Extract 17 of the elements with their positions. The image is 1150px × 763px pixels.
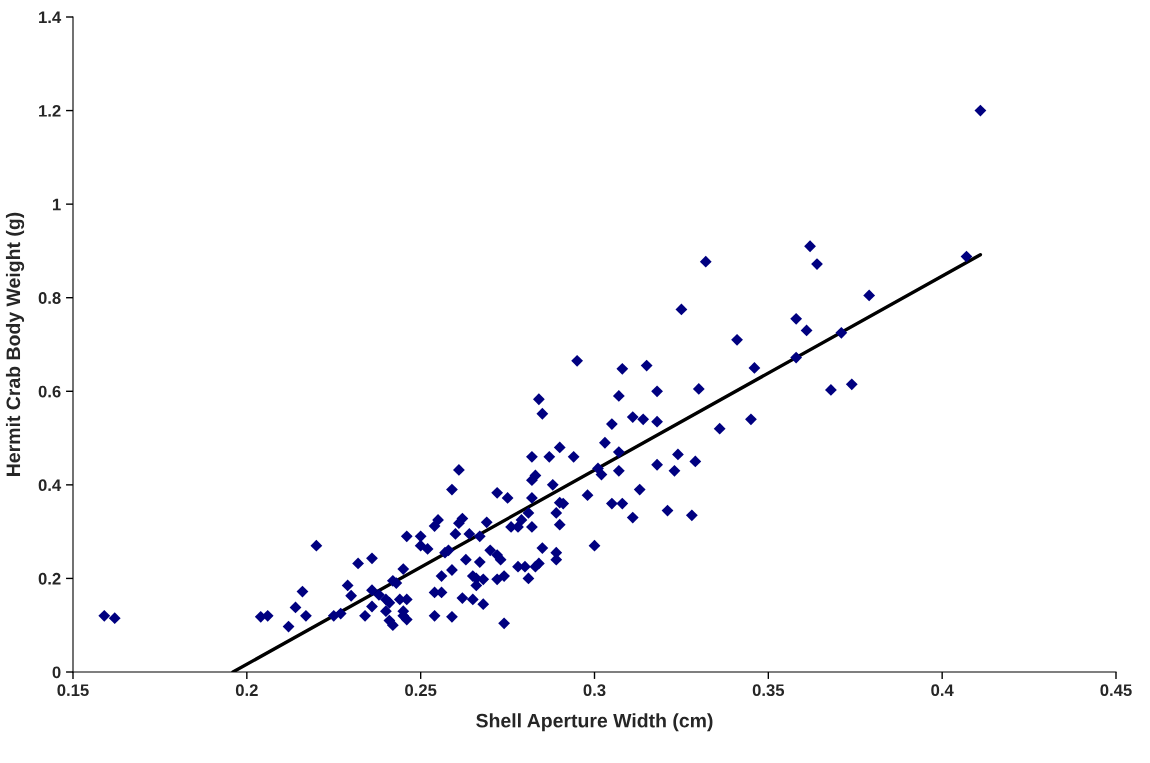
x-tick-label: 0.25 [405, 684, 437, 697]
y-tick-label: 1.2 [39, 104, 61, 117]
y-tick-label: 1.4 [39, 11, 62, 24]
y-axis-title: Hermit Crab Body Weight (g) [5, 212, 25, 476]
y-tick-label: 0.4 [38, 479, 62, 492]
x-tick-label: 0.2 [235, 684, 258, 697]
y-tick-label: 1 [52, 198, 61, 211]
y-tick-label: 0.2 [38, 572, 61, 585]
y-tick-label: 0.8 [38, 292, 61, 304]
y-tick-label: 0 [52, 666, 61, 679]
x-tick-label: 0.15 [57, 684, 89, 697]
y-tick-label: 0.6 [38, 385, 61, 398]
x-tick-label: 0.35 [752, 684, 785, 697]
x-tick-label: 0.3 [583, 684, 606, 697]
x-tick-label: 0.45 [1100, 684, 1132, 697]
x-tick-label: 0.4 [931, 684, 954, 697]
x-axis-title: Shell Aperture Width (cm) [476, 713, 713, 732]
